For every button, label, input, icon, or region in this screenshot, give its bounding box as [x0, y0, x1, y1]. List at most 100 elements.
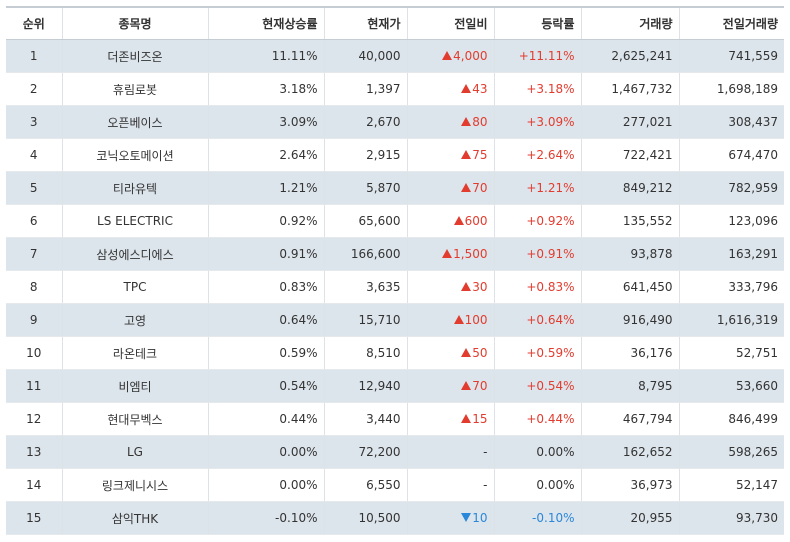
prev-volume-cell: 741,559: [678, 39, 784, 73]
change-value: 70: [472, 379, 488, 393]
rise-rate-cell: 0.44%: [207, 402, 324, 436]
change-pct-cell: +0.54%: [493, 369, 581, 403]
prev-volume-cell: 52,147: [678, 468, 784, 502]
stock-name-link[interactable]: 오픈베이스: [61, 105, 208, 139]
volume-cell: 641,450: [580, 270, 679, 304]
triangle-up-icon: [461, 414, 472, 423]
stock-name-link[interactable]: 라온테크: [61, 336, 208, 370]
volume-cell: 849,212: [580, 171, 679, 205]
rise-rate-cell: 0.92%: [207, 204, 324, 238]
table-row[interactable]: 7 삼성에스디에스 0.91% 166,600 1,500 +0.91% 93,878 163…: [6, 237, 784, 271]
change-cell: 30: [406, 270, 494, 304]
price-cell: 1,397: [323, 72, 407, 106]
table-row[interactable]: 2 휴림로봇 3.18% 1,397 43 +3.18% 1,467,732 1,698,18…: [6, 72, 784, 106]
change-pct-cell: +1.21%: [493, 171, 581, 205]
prev-volume-cell: 123,096: [678, 204, 784, 238]
triangle-up-icon: [461, 117, 472, 126]
header-prev-volume: 전일거래량: [678, 6, 784, 40]
table-row[interactable]: 8 TPC 0.83% 3,635 30 +0.83% 641,450 333,796: [6, 270, 784, 304]
stock-name-link[interactable]: 고영: [61, 303, 208, 337]
price-cell: 3,440: [323, 402, 407, 436]
volume-cell: 20,955: [580, 501, 679, 535]
volume-cell: 93,878: [580, 237, 679, 271]
volume-cell: 1,467,732: [580, 72, 679, 106]
price-cell: 2,915: [323, 138, 407, 172]
volume-cell: 2,625,241: [580, 39, 679, 73]
rank-cell: 12: [6, 402, 62, 436]
table-row[interactable]: 4 코닉오토메이션 2.64% 2,915 75 +2.64% 722,421 674,470: [6, 138, 784, 172]
triangle-up-icon: [461, 183, 472, 192]
prev-volume-cell: 598,265: [678, 435, 784, 469]
table-row[interactable]: 14 링크제니시스 0.00% 6,550-0.00% 36,973 52,147: [6, 468, 784, 502]
rank-cell: 2: [6, 72, 62, 106]
header-row: 순위 종목명 현재상승률 현재가 전일비 등락률 거래량 전일거래량: [6, 6, 784, 40]
stock-name-link[interactable]: 휴림로봇: [61, 72, 208, 106]
table-row[interactable]: 10 라온테크 0.59% 8,510 50 +0.59% 36,176 52,751: [6, 336, 784, 370]
volume-cell: 916,490: [580, 303, 679, 337]
change-cell: 80: [406, 105, 494, 139]
rank-cell: 11: [6, 369, 62, 403]
change-cell: 70: [406, 369, 494, 403]
table-row[interactable]: 6 LS ELECTRIC 0.92% 65,600 600 +0.92% 135,552 1…: [6, 204, 784, 238]
stock-ranking-table: 순위 종목명 현재상승률 현재가 전일비 등락률 거래량 전일거래량 1 더존비즈…: [6, 6, 784, 535]
header-change: 전일비: [406, 6, 494, 40]
change-cell: 43: [406, 72, 494, 106]
stock-name-link[interactable]: 티라유텍: [61, 171, 208, 205]
table-body: 1 더존비즈온 11.11% 40,000 4,000 +11.11% 2,625,241 7…: [6, 39, 784, 535]
price-cell: 3,635: [323, 270, 407, 304]
price-cell: 8,510: [323, 336, 407, 370]
change-pct-cell: 0.00%: [493, 468, 581, 502]
change-value: 75: [472, 148, 488, 162]
volume-cell: 8,795: [580, 369, 679, 403]
rise-rate-cell: 0.64%: [207, 303, 324, 337]
table-row[interactable]: 11 비엠티 0.54% 12,940 70 +0.54% 8,795 53,660: [6, 369, 784, 403]
rise-rate-cell: 3.18%: [207, 72, 324, 106]
table-row[interactable]: 3 오픈베이스 3.09% 2,670 80 +3.09% 277,021 308,437: [6, 105, 784, 139]
rank-cell: 6: [6, 204, 62, 238]
rise-rate-cell: -0.10%: [207, 501, 324, 535]
rank-cell: 15: [6, 501, 62, 535]
change-cell: 70: [406, 171, 494, 205]
table-row[interactable]: 15 삼익THK -0.10% 10,500 10 -0.10% 20,955 93,730: [6, 501, 784, 535]
change-value: 50: [472, 346, 488, 360]
stock-name-link[interactable]: 삼성에스디에스: [61, 237, 208, 271]
change-cell: -: [406, 468, 494, 502]
header-rank: 순위: [6, 6, 62, 40]
table-row[interactable]: 9 고영 0.64% 15,710 100 +0.64% 916,490 1,616,319: [6, 303, 784, 337]
change-cell: 10: [406, 501, 494, 535]
price-cell: 10,500: [323, 501, 407, 535]
change-pct-cell: +0.44%: [493, 402, 581, 436]
change-pct-cell: +3.09%: [493, 105, 581, 139]
prev-volume-cell: 308,437: [678, 105, 784, 139]
stock-name-link[interactable]: 더존비즈온: [61, 39, 208, 73]
prev-volume-cell: 52,751: [678, 336, 784, 370]
stock-name-link[interactable]: 코닉오토메이션: [61, 138, 208, 172]
header-rise-rate: 현재상승률: [207, 6, 324, 40]
triangle-up-icon: [461, 381, 472, 390]
table-row[interactable]: 1 더존비즈온 11.11% 40,000 4,000 +11.11% 2,625,241 7…: [6, 39, 784, 73]
stock-name-link[interactable]: TPC: [61, 270, 208, 304]
stock-name-link[interactable]: 삼익THK: [61, 501, 208, 535]
rank-cell: 10: [6, 336, 62, 370]
rank-cell: 14: [6, 468, 62, 502]
price-cell: 166,600: [323, 237, 407, 271]
header-volume: 거래량: [580, 6, 679, 40]
header-change-pct: 등락률: [493, 6, 581, 40]
rank-cell: 5: [6, 171, 62, 205]
rise-rate-cell: 11.11%: [207, 39, 324, 73]
price-cell: 40,000: [323, 39, 407, 73]
stock-name-link[interactable]: 링크제니시스: [61, 468, 208, 502]
stock-name-link[interactable]: LS ELECTRIC: [61, 204, 208, 238]
rank-cell: 9: [6, 303, 62, 337]
change-pct-cell: -0.10%: [493, 501, 581, 535]
table-row[interactable]: 13 LG 0.00% 72,200-0.00% 162,652 598,265: [6, 435, 784, 469]
change-pct-cell: 0.00%: [493, 435, 581, 469]
table-row[interactable]: 5 티라유텍 1.21% 5,870 70 +1.21% 849,212 782,959: [6, 171, 784, 205]
prev-volume-cell: 1,698,189: [678, 72, 784, 106]
stock-name-link[interactable]: 현대무벡스: [61, 402, 208, 436]
volume-cell: 135,552: [580, 204, 679, 238]
stock-name-link[interactable]: LG: [61, 435, 208, 469]
stock-name-link[interactable]: 비엠티: [61, 369, 208, 403]
change-cell: 4,000: [406, 39, 494, 73]
table-row[interactable]: 12 현대무벡스 0.44% 3,440 15 +0.44% 467,794 846,499: [6, 402, 784, 436]
